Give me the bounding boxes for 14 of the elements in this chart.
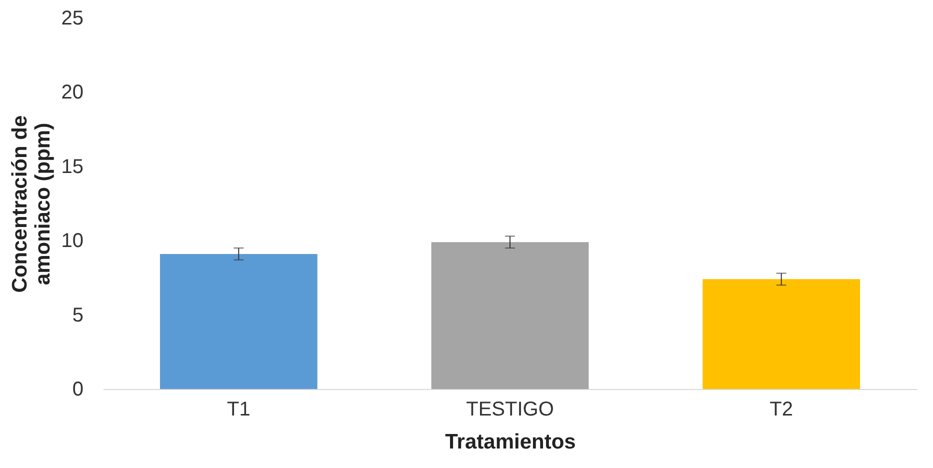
y-tick-label: 5 bbox=[72, 304, 84, 326]
bar bbox=[702, 279, 860, 389]
x-tick-label: TESTIGO bbox=[466, 398, 554, 420]
x-tick-label: T1 bbox=[226, 398, 250, 420]
x-axis-title: Tratamientos bbox=[445, 430, 576, 454]
y-tick-label: 20 bbox=[61, 82, 84, 104]
y-tick-label: 25 bbox=[61, 8, 84, 30]
y-axis-title: Concentración de amoniaco (ppm) bbox=[8, 115, 54, 293]
y-tick-label: 15 bbox=[61, 156, 84, 178]
x-tick-label: T2 bbox=[770, 398, 794, 420]
y-tick-label: 0 bbox=[72, 378, 84, 400]
bar bbox=[431, 242, 589, 389]
bar bbox=[160, 254, 318, 389]
y-tick-label: 10 bbox=[61, 230, 84, 252]
